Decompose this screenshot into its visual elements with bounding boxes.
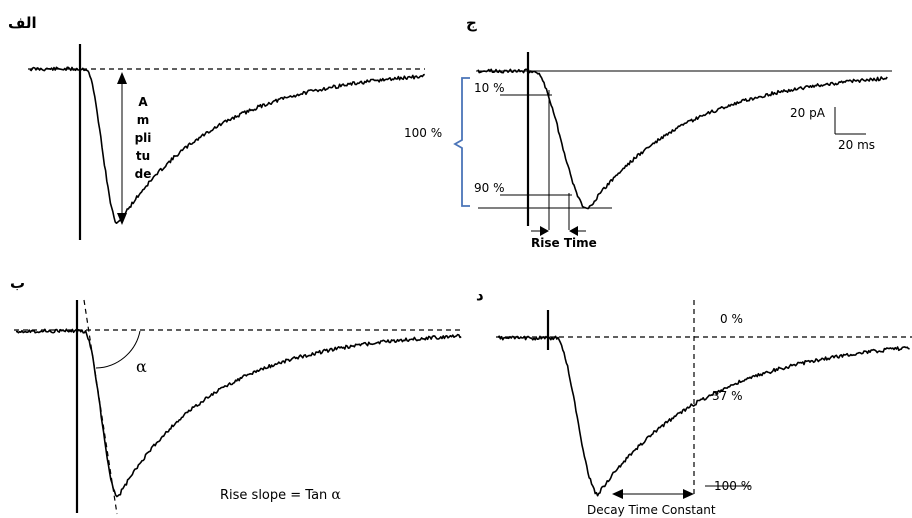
scale-bar-x-label: 20 ms — [838, 138, 875, 152]
decay-arrow-head-left — [612, 489, 623, 499]
svg-text:m: m — [137, 113, 150, 127]
panel-letter-alef: الف — [8, 14, 37, 32]
current-trace — [477, 68, 888, 210]
alpha-symbol: α — [136, 357, 147, 376]
decay-arrow-head-right — [683, 489, 694, 499]
panel-jim: ج 10 % 90 % 100 % Rise Time 20 pA 20 ms — [404, 14, 892, 250]
current-trace — [29, 66, 425, 224]
rise-time-label: Rise Time — [531, 236, 597, 250]
panel-letter-be: ب — [10, 274, 25, 292]
amplitude-arrow-head-down — [117, 213, 127, 225]
svg-text:de: de — [135, 167, 152, 181]
svg-text:pli: pli — [135, 131, 152, 145]
rise-arrow-right-head — [569, 226, 578, 236]
panel-be: ب α Rise slope = Tan α — [10, 274, 462, 515]
svg-text:A: A — [138, 95, 148, 109]
scale-bar-y-label: 20 pA — [790, 106, 826, 120]
svg-text:tu: tu — [136, 149, 150, 163]
tangent-line — [83, 299, 118, 515]
current-trace — [15, 328, 462, 498]
panel-alef: الف A m pli tu de — [8, 14, 425, 240]
alpha-arc — [95, 330, 141, 369]
zero-percent-label: 0 % — [720, 312, 743, 326]
decay-time-label: Decay Time Constant — [587, 503, 716, 517]
thirty-seven-percent-label: 37 % — [712, 389, 743, 403]
current-trace — [497, 335, 910, 497]
hundred-percent-label: 100 % — [404, 126, 442, 140]
ninety-percent-label: 90 % — [474, 181, 505, 195]
panel-letter-jim: ج — [466, 14, 477, 32]
rise-arrow-left-head — [540, 226, 549, 236]
hundred-percent-bracket — [453, 77, 470, 207]
panel-dal: د 0 % 37 % 100 % Decay Time Constant — [476, 286, 912, 517]
amplitude-label: A m pli tu de — [135, 95, 152, 181]
rise-slope-formula: Rise slope = Tan α — [220, 487, 341, 503]
ten-percent-label: 10 % — [474, 81, 505, 95]
amplitude-arrow-head-up — [117, 72, 127, 84]
panel-letter-dal: د — [476, 286, 484, 304]
